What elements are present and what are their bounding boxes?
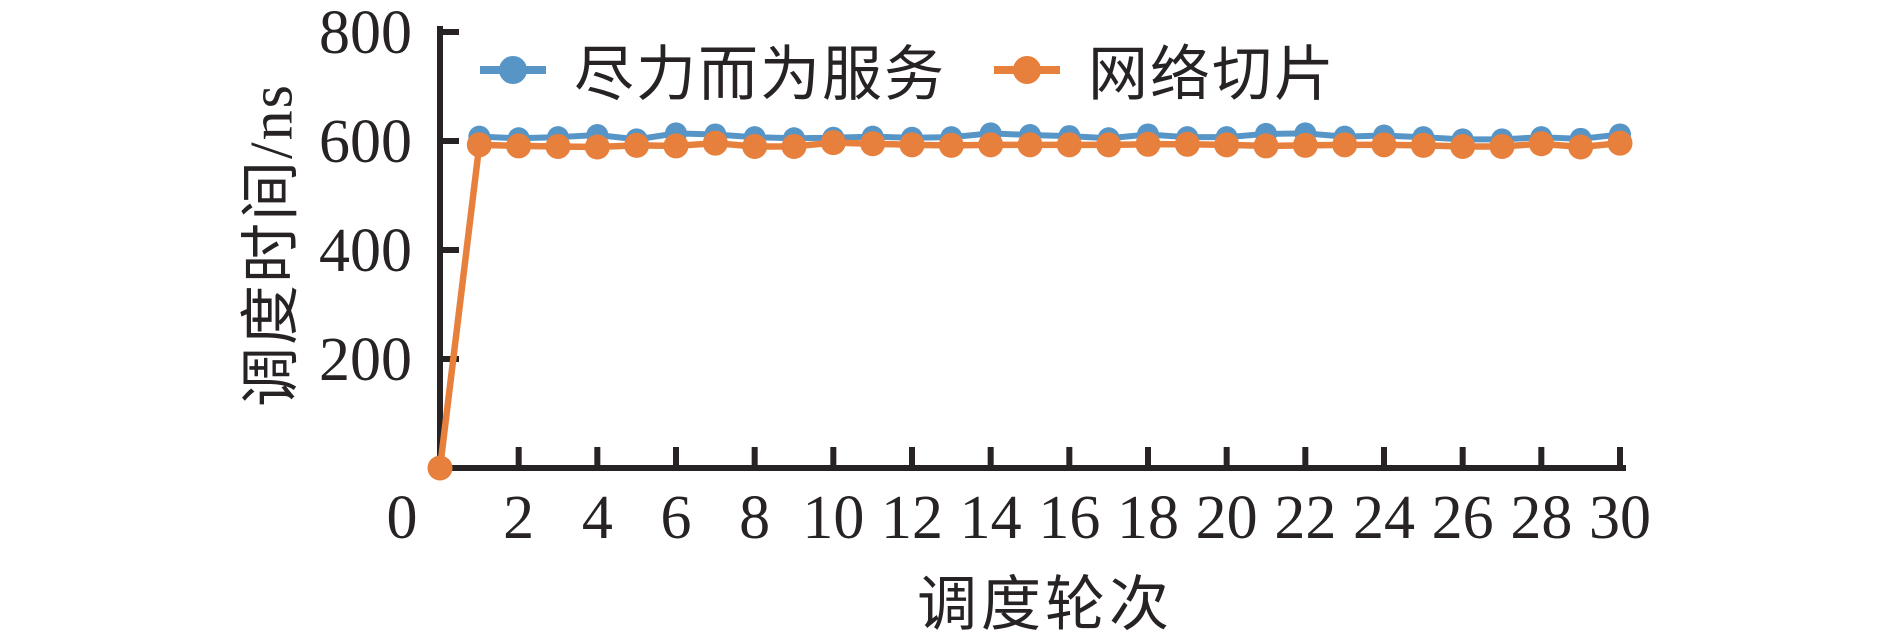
- series-marker: [1489, 133, 1515, 159]
- series-marker: [1214, 132, 1240, 158]
- series-marker: [427, 455, 453, 481]
- series-marker: [860, 131, 886, 157]
- x-tick-label: 8: [739, 484, 770, 552]
- series-marker: [1056, 132, 1082, 158]
- x-tick-label: 4: [582, 484, 613, 552]
- series-marker: [1292, 132, 1318, 158]
- legend-item-best-effort-service: 尽力而为服务: [478, 26, 946, 113]
- y-axis-label: 调度时间/ns: [238, 82, 305, 408]
- legend: 尽力而为服务 网络切片: [478, 26, 1336, 113]
- x-tick-label: 14: [960, 484, 1022, 552]
- series-marker: [1017, 132, 1043, 158]
- legend-marker-line-icon: [480, 55, 546, 84]
- series-marker: [1174, 131, 1200, 157]
- tick-marks: [440, 29, 1623, 468]
- series-marker: [624, 132, 650, 158]
- x-tick-label: 12: [881, 484, 943, 552]
- x-tick-label: 22: [1274, 484, 1336, 552]
- series-marker: [1371, 132, 1397, 158]
- x-tick-label: 28: [1510, 484, 1572, 552]
- legend-label: 尽力而为服务: [574, 42, 946, 108]
- y-tick-label: 400: [319, 217, 412, 285]
- x-tick-label: 10: [802, 484, 864, 552]
- x-tick-label: 18: [1117, 484, 1179, 552]
- series-marker: [781, 133, 807, 159]
- series-marker: [1410, 132, 1436, 158]
- series-marker: [820, 130, 846, 156]
- y-tick-label: 200: [319, 326, 412, 394]
- series-marker: [506, 133, 532, 159]
- series-marker: [1568, 134, 1594, 160]
- x-tick-label: 6: [661, 484, 692, 552]
- series-marker: [1096, 132, 1122, 158]
- x-tick-label: 16: [1038, 484, 1100, 552]
- series-marker: [1450, 133, 1476, 159]
- x-tick-label: 20: [1196, 484, 1258, 552]
- series-marker: [978, 132, 1004, 158]
- x-tick-label: 24: [1353, 484, 1415, 552]
- series-marker: [1607, 130, 1633, 156]
- y-tick-label: 800: [319, 0, 412, 67]
- series-marker: [584, 134, 610, 160]
- series-marker: [899, 132, 925, 158]
- legend-marker-line-icon: [994, 55, 1060, 84]
- series-marker: [938, 132, 964, 158]
- x-tick-label: 0: [387, 484, 418, 552]
- x-axis-label: 调度轮次: [917, 572, 1173, 630]
- series-marker: [663, 133, 689, 159]
- data-series: [427, 122, 1633, 481]
- series-marker: [466, 132, 492, 158]
- series-marker: [702, 130, 728, 156]
- series-marker: [1528, 131, 1554, 157]
- x-tick-label: 2: [503, 484, 534, 552]
- series-marker: [545, 133, 571, 159]
- series-marker: [1253, 133, 1279, 159]
- legend-label: 网络切片: [1088, 42, 1336, 108]
- series-marker: [1332, 132, 1358, 158]
- series-marker: [1135, 131, 1161, 157]
- x-tick-label: 30: [1589, 484, 1651, 552]
- series-line-best-effort-service: [476, 130, 1623, 143]
- x-tick-label: 26: [1432, 484, 1494, 552]
- legend-item-network-slice: 网络切片: [992, 26, 1336, 113]
- series-marker: [742, 133, 768, 159]
- y-tick-label: 600: [319, 108, 412, 176]
- series-line-network-slice: [436, 139, 1624, 472]
